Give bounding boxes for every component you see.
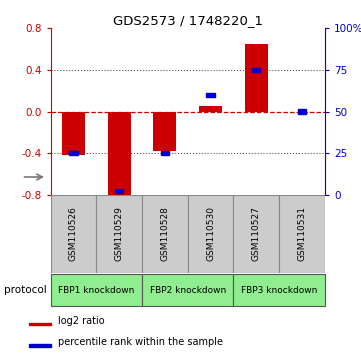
Text: GSM110528: GSM110528 <box>160 206 169 261</box>
Text: FBP2 knockdown: FBP2 knockdown <box>149 286 226 295</box>
Bar <box>153 112 176 151</box>
Text: GSM110526: GSM110526 <box>69 206 78 261</box>
Bar <box>206 93 215 97</box>
Bar <box>62 112 85 155</box>
Bar <box>51 195 96 273</box>
Bar <box>199 106 222 112</box>
Bar <box>51 274 142 306</box>
Text: percentile rank within the sample: percentile rank within the sample <box>58 337 223 347</box>
Bar <box>108 112 131 197</box>
Bar <box>252 68 260 72</box>
Bar <box>29 323 51 325</box>
Text: GSM110527: GSM110527 <box>252 206 261 261</box>
Text: log2 ratio: log2 ratio <box>58 316 104 326</box>
Text: GSM110530: GSM110530 <box>206 206 215 261</box>
Text: FBP3 knockdown: FBP3 knockdown <box>241 286 317 295</box>
Bar <box>245 44 268 112</box>
Bar <box>29 344 51 347</box>
Bar <box>234 274 325 306</box>
Text: GSM110531: GSM110531 <box>297 206 306 261</box>
Bar <box>279 195 325 273</box>
Bar <box>234 195 279 273</box>
Bar <box>298 109 306 114</box>
Text: GSM110529: GSM110529 <box>115 206 123 261</box>
Bar <box>188 195 234 273</box>
Bar <box>142 195 188 273</box>
Title: GDS2573 / 1748220_1: GDS2573 / 1748220_1 <box>113 14 263 27</box>
Text: protocol: protocol <box>4 285 46 295</box>
Bar <box>161 151 169 155</box>
Bar <box>142 274 234 306</box>
Bar <box>69 151 78 155</box>
Text: FBP1 knockdown: FBP1 knockdown <box>58 286 134 295</box>
Bar <box>96 195 142 273</box>
Bar <box>115 189 123 193</box>
